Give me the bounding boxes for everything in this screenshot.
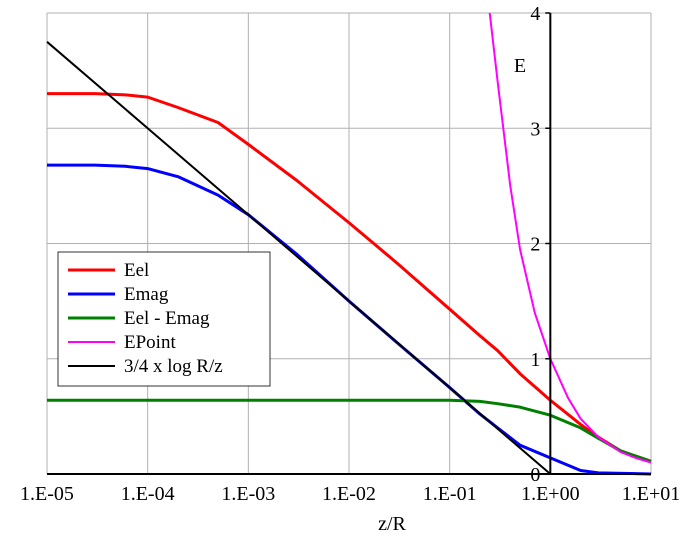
y-axis-label: E <box>514 55 526 77</box>
x-tick-label: 1.E-05 <box>20 483 74 505</box>
x-tick-label: 1.E+00 <box>521 483 580 505</box>
x-axis-label: z/R <box>378 513 406 535</box>
series-line-3 <box>488 12 652 464</box>
x-tick-label: 1.E-03 <box>221 483 275 505</box>
y-tick-label: 2 <box>530 234 540 256</box>
x-tick-label: 1.E+01 <box>622 483 681 505</box>
series-line-4 <box>46 41 551 475</box>
legend-label-0: Eel <box>124 260 149 281</box>
series-group <box>46 12 652 476</box>
y-tick-label: 4 <box>530 3 540 25</box>
y-tick-labels: 0 1 2 3 4 <box>530 3 540 486</box>
y-tick-label: 1 <box>530 349 540 371</box>
legend-label-3: EPoint <box>124 332 176 353</box>
y-tick-label: 0 <box>530 464 540 486</box>
x-tick-label: 1.E-04 <box>121 483 175 505</box>
legend: Eel Emag Eel - Emag EPoint 3/4 x log R/z <box>57 251 271 387</box>
series-line-0 <box>47 92 652 463</box>
legend-label-4: 3/4 x log R/z <box>124 356 223 377</box>
x-tick-labels: 1.E-05 1.E-04 1.E-03 1.E-02 1.E-01 1.E+00 1.E+… <box>20 483 680 505</box>
axes <box>47 12 651 475</box>
legend-label-1: Emag <box>124 284 169 305</box>
x-tick-label: 1.E-01 <box>423 483 477 505</box>
x-tick-label: 1.E-02 <box>322 483 376 505</box>
y-tick-label: 3 <box>530 118 540 140</box>
legend-label-2: Eel - Emag <box>124 308 210 329</box>
